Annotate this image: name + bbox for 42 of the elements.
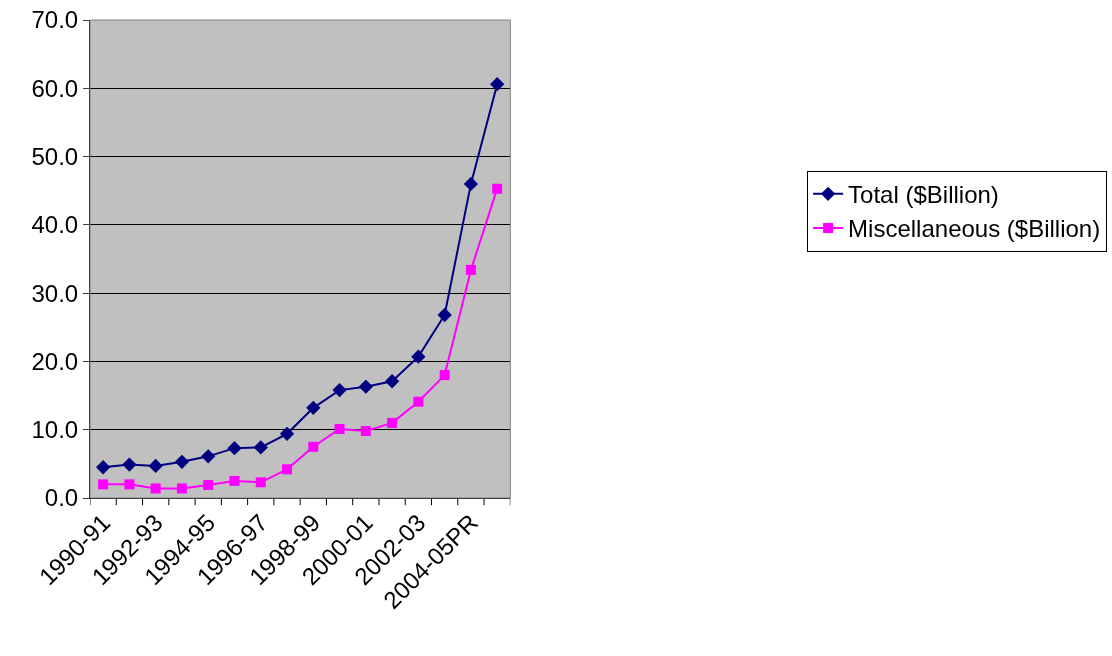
y-tick-label: 0.0 — [44, 484, 79, 512]
point — [439, 370, 450, 381]
legend-label: Miscellaneous ($Billion) — [848, 215, 1101, 243]
point — [279, 426, 295, 441]
point — [308, 441, 319, 452]
point — [282, 464, 293, 475]
point — [124, 479, 135, 490]
y-tick-label: 70.0 — [31, 6, 79, 34]
point — [306, 400, 321, 416]
point — [490, 77, 505, 92]
point — [95, 460, 111, 475]
point — [122, 457, 137, 472]
point — [255, 477, 266, 488]
point — [253, 440, 268, 455]
point — [201, 449, 216, 464]
point — [150, 483, 161, 494]
point — [387, 417, 398, 428]
point — [413, 396, 424, 407]
point — [98, 479, 109, 490]
point — [360, 426, 371, 437]
point — [334, 424, 345, 435]
point — [229, 475, 240, 486]
y-tick-label: 60.0 — [31, 74, 79, 102]
point — [203, 480, 214, 491]
point — [332, 382, 347, 398]
y-tick-label: 40.0 — [31, 211, 79, 239]
point — [174, 454, 190, 469]
y-tick-label: 10.0 — [31, 416, 79, 444]
point — [176, 483, 187, 494]
point — [437, 307, 452, 323]
y-tick-label: 20.0 — [31, 347, 79, 375]
legend-label: Total ($Billion) — [848, 181, 999, 209]
point — [411, 349, 426, 364]
y-tick-label: 50.0 — [31, 142, 79, 170]
point — [358, 379, 373, 394]
point — [148, 458, 163, 474]
y-tick-label: 30.0 — [31, 279, 79, 307]
point — [384, 374, 400, 389]
point — [465, 264, 476, 275]
point — [463, 176, 479, 192]
point — [492, 183, 503, 194]
point — [227, 441, 242, 456]
